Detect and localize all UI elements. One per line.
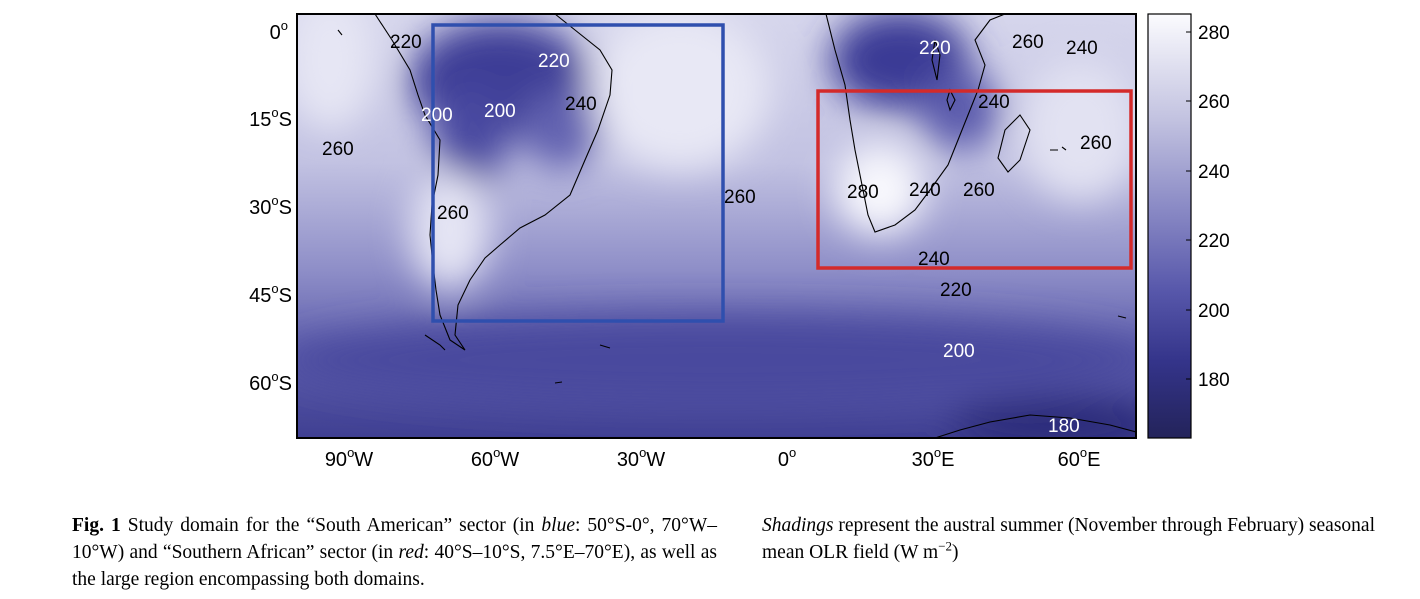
caption-text: Study domain for the “South American” se… [120,515,542,536]
figure-label: Fig. 1 [72,515,121,536]
island-3 [1050,146,1067,151]
south-american-box [431,23,725,323]
contour-label: 200 [421,105,453,126]
caption-red-word: red [398,542,424,563]
lat-label-0: 0o [270,18,288,44]
cbar-tick-label: 180 [1198,370,1230,391]
contour-label: 220 [940,280,972,301]
contour-label: 200 [484,101,516,122]
contour-label: 240 [918,249,950,270]
contour-label: 260 [724,187,756,208]
lat-label-45s: 45oS [249,281,292,307]
island-4 [1117,315,1127,319]
caption-text: represent the austral summer (November t… [762,515,1376,563]
colorbar-ticks [1186,31,1191,380]
contour-label: 240 [565,94,597,115]
island-6 [337,29,343,36]
caption-text: : 40°S–10°S, 7.5°E–70°E), as well as the… [72,542,717,590]
contour-label: 220 [538,51,570,72]
contour-label: 220 [919,38,951,59]
lon-label-60e: 60oE [1058,445,1101,470]
cbar-tick-label: 220 [1198,231,1230,252]
island-5 [554,344,611,384]
olr-map-svg: 220 220 200 200 240 260 260 260 220 260 … [249,13,1230,470]
contour-label: 240 [978,92,1010,113]
island-2 [946,88,956,112]
lon-label-30e: 30oE [912,445,955,470]
cbar-tick-label: 200 [1198,301,1230,322]
madagascar-coast [997,114,1031,173]
antarctica-coast [934,414,1136,438]
lat-label-30s: 30oS [249,193,292,219]
olr-shading [297,14,1136,438]
caption-text: : 50°S-0°, 70°W–10°W) and “Southern Afri… [72,515,717,563]
lon-label-90w: 90oW [325,445,373,470]
caption-blue-word: blue [541,515,575,536]
lon-label-60w: 60oW [471,445,519,470]
lat-label-60s: 60oS [249,369,292,395]
contour-labels: 220 220 200 200 240 260 260 260 220 260 … [322,32,1112,437]
contour-label: 260 [437,203,469,224]
contour-label: 260 [963,180,995,201]
contour-label: 280 [847,182,879,203]
southern-african-box [816,89,1133,270]
cbar-tick-label: 260 [1198,92,1230,113]
contour-label: 240 [1066,38,1098,59]
lat-label-15s: 15oS [249,105,292,131]
olr-map-figure: 220 220 200 200 240 260 260 260 220 260 … [249,13,1230,470]
cbar-tick-label: 280 [1198,23,1230,44]
caption-text: ) [952,542,959,563]
map-frame [296,13,1137,439]
contour-label: 260 [1080,133,1112,154]
contour-label: 200 [943,341,975,362]
figure-caption-right: Shadings represent the austral summer (N… [762,512,1412,566]
contour-label: 240 [909,180,941,201]
contour-label: 260 [1012,32,1044,53]
caption-shadings-word: Shadings [762,515,834,536]
island-1 [931,39,941,81]
figure-caption-left: Fig. 1 Study domain for the “South Ameri… [72,512,717,593]
coastlines [337,14,1136,438]
south-america-coast [374,14,613,351]
contour-label: 260 [322,139,354,160]
cbar-tick-label: 240 [1198,162,1230,183]
colorbar: 280 260 240 220 200 180 [1147,13,1230,439]
longitude-labels: 90oW 60oW 30oW 0o 30oE 60oE [325,445,1101,470]
island-7 [424,334,446,351]
contour-label: 220 [390,32,422,53]
lon-label-0: 0o [778,445,796,470]
colorbar-ramp [1147,13,1192,439]
latitude-labels: 0o 15oS 30oS 45oS 60oS [249,18,292,395]
contour-label: 180 [1048,416,1080,437]
lon-label-30w: 30oW [617,445,665,470]
caption-exponent: −2 [938,538,953,554]
africa-coast [825,14,1006,233]
